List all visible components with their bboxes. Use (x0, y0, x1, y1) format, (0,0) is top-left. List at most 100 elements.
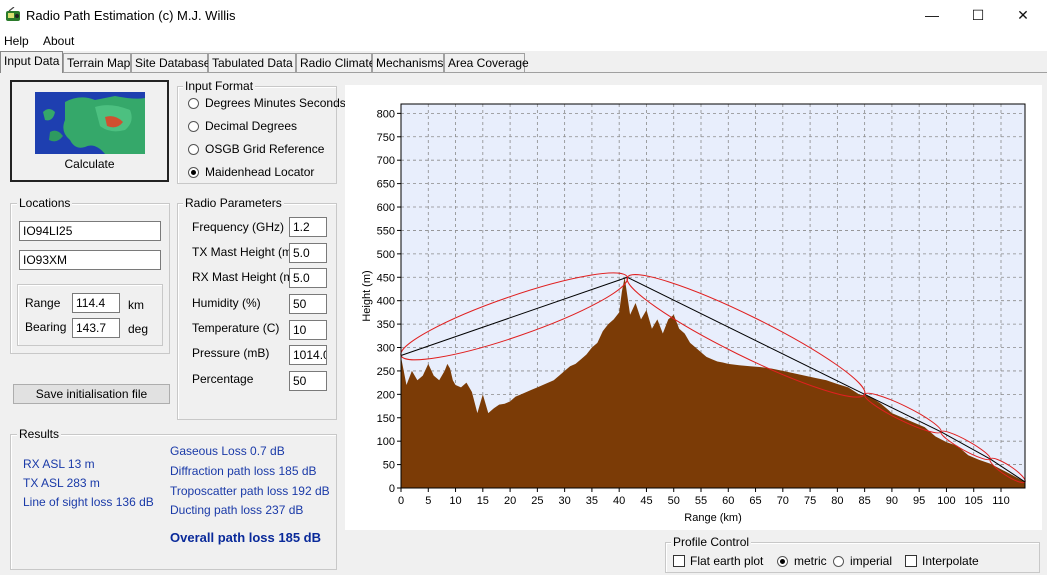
window-title: Radio Path Estimation (c) M.J. Willis (26, 8, 236, 23)
x-tick-label: 55 (695, 495, 707, 507)
locations-group (10, 203, 170, 354)
troposcatter-loss: Troposcatter path loss 192 dB (170, 484, 330, 498)
bearing-unit: deg (128, 322, 149, 336)
interpolate-label: Interpolate (922, 554, 979, 568)
x-tick-label: 100 (937, 495, 955, 507)
percentage-input[interactable]: 50 (289, 371, 327, 391)
imperial-radio[interactable] (833, 556, 844, 567)
radio-decimal[interactable] (188, 121, 199, 132)
menu-help[interactable]: Help (4, 34, 29, 48)
y-tick-label: 800 (377, 108, 395, 120)
range-value: 114.4 (72, 293, 120, 313)
radio-dms[interactable] (188, 98, 199, 109)
menu-bar (0, 31, 1047, 51)
radio-decimal-label: Decimal Degrees (205, 119, 298, 133)
x-tick-label: 70 (777, 495, 789, 507)
metric-label: metric (794, 554, 827, 568)
menu-about[interactable]: About (43, 34, 75, 48)
location2-input[interactable]: IO93XM (19, 250, 161, 270)
x-tick-label: 20 (504, 495, 516, 507)
locations-title: Locations (17, 196, 73, 210)
profile-control-group (665, 542, 1040, 573)
humidity-input[interactable]: 50 (289, 294, 327, 314)
gaseous-loss: Gaseous Loss 0.7 dB (170, 444, 285, 458)
metric-radio[interactable] (777, 556, 788, 567)
frequency-input[interactable]: 1.2 (289, 217, 327, 237)
x-tick-label: 15 (477, 495, 489, 507)
tab-mechanisms[interactable]: Mechanisms (372, 53, 444, 72)
x-tick-label: 10 (449, 495, 461, 507)
bearing-value: 143.7 (72, 318, 120, 338)
tx-mast-input[interactable]: 5.0 (289, 243, 327, 263)
percentage-label: Percentage (192, 372, 254, 386)
y-tick-label: 300 (377, 343, 395, 355)
tab-terrain-map[interactable]: Terrain Map (63, 53, 131, 72)
humidity-label: Humidity (%) (192, 296, 261, 310)
imperial-label: imperial (850, 554, 893, 568)
y-tick-label: 650 (377, 179, 395, 191)
results-title: Results (17, 427, 62, 441)
location1-input[interactable]: IO94LI25 (19, 221, 161, 241)
pressure-input[interactable]: 1014.0 (289, 345, 327, 365)
terrain-profile-chart: 0 5 10 15 20 25 30 35 40 45 50 55 60 65 70 75 80 85 90 95 10… (361, 103, 1026, 524)
radio-maidenhead-label: Maidenhead Locator (205, 165, 315, 179)
x-tick-label: 75 (804, 495, 816, 507)
y-tick-label: 100 (377, 436, 395, 448)
path-segment (400, 276, 628, 356)
radio-parameters-title: Radio Parameters (183, 196, 284, 210)
radio-osgb-label: OSGB Grid Reference (205, 142, 325, 156)
ducting-loss: Ducting path loss 237 dB (170, 503, 304, 517)
y-tick-label: 750 (377, 132, 395, 144)
minimize-button[interactable]: — (925, 7, 939, 23)
x-axis-label: Range (km) (684, 512, 741, 524)
tx-mast-label: TX Mast Height (m) (192, 245, 297, 259)
profile-control-title: Profile Control (671, 535, 752, 549)
y-tick-label: 600 (377, 202, 395, 214)
path-segment (940, 431, 991, 460)
bearing-label: Bearing (25, 320, 67, 334)
save-init-file-button[interactable]: Save initialisation file (13, 384, 170, 404)
rx-mast-input[interactable]: 5.0 (289, 268, 327, 288)
app-radio-icon (5, 6, 21, 23)
tab-tabulated-data[interactable]: Tabulated Data (208, 53, 296, 72)
y-tick-label: 700 (377, 155, 395, 167)
tab-site-database[interactable]: Site Database (131, 53, 210, 72)
x-tick-label: 95 (913, 495, 925, 507)
y-tick-label: 200 (377, 389, 395, 401)
interpolate-checkbox[interactable] (905, 555, 917, 567)
tab-area-coverage[interactable]: Area Coverage (444, 53, 529, 72)
tab-radio-climate[interactable]: Radio Climate (296, 53, 375, 72)
y-tick-label: 400 (377, 296, 395, 308)
x-tick-label: 45 (640, 495, 652, 507)
x-tick-label: 40 (613, 495, 625, 507)
y-tick-label: 250 (377, 366, 395, 378)
radio-osgb[interactable] (188, 144, 199, 155)
x-tick-label: 60 (722, 495, 734, 507)
pressure-label: Pressure (mB) (192, 346, 270, 360)
path-segment (627, 276, 865, 395)
temperature-input[interactable]: 10 (289, 320, 327, 340)
radio-maidenhead[interactable] (188, 167, 199, 178)
overall-path-loss: Overall path loss 185 dB (170, 530, 322, 545)
x-tick-label: 25 (531, 495, 543, 507)
y-tick-label: 350 (377, 319, 395, 331)
flat-earth-checkbox[interactable] (673, 555, 685, 567)
tab-input-data[interactable]: Input Data (0, 51, 63, 73)
tab-divider (0, 72, 1047, 73)
x-tick-label: 35 (586, 495, 598, 507)
maximize-button[interactable]: ☐ (971, 7, 985, 23)
x-tick-label: 110 (992, 495, 1010, 507)
input-format-title: Input Format (183, 79, 256, 93)
x-tick-label: 85 (859, 495, 871, 507)
y-tick-label: 0 (389, 483, 395, 495)
x-tick-label: 50 (668, 495, 680, 507)
close-button[interactable]: ✕ (1017, 7, 1029, 23)
europe-map-icon (35, 92, 146, 154)
terrain-profile-panel: 0 5 10 15 20 25 30 35 40 45 50 55 60 65 70 75 80 85 90 95 10… (345, 85, 1042, 530)
title-bar (0, 0, 1047, 31)
y-tick-label: 500 (377, 249, 395, 261)
rx-asl: RX ASL 13 m (23, 457, 95, 471)
range-unit: km (128, 298, 144, 312)
x-tick-label: 5 (425, 495, 431, 507)
range-label: Range (25, 296, 61, 310)
